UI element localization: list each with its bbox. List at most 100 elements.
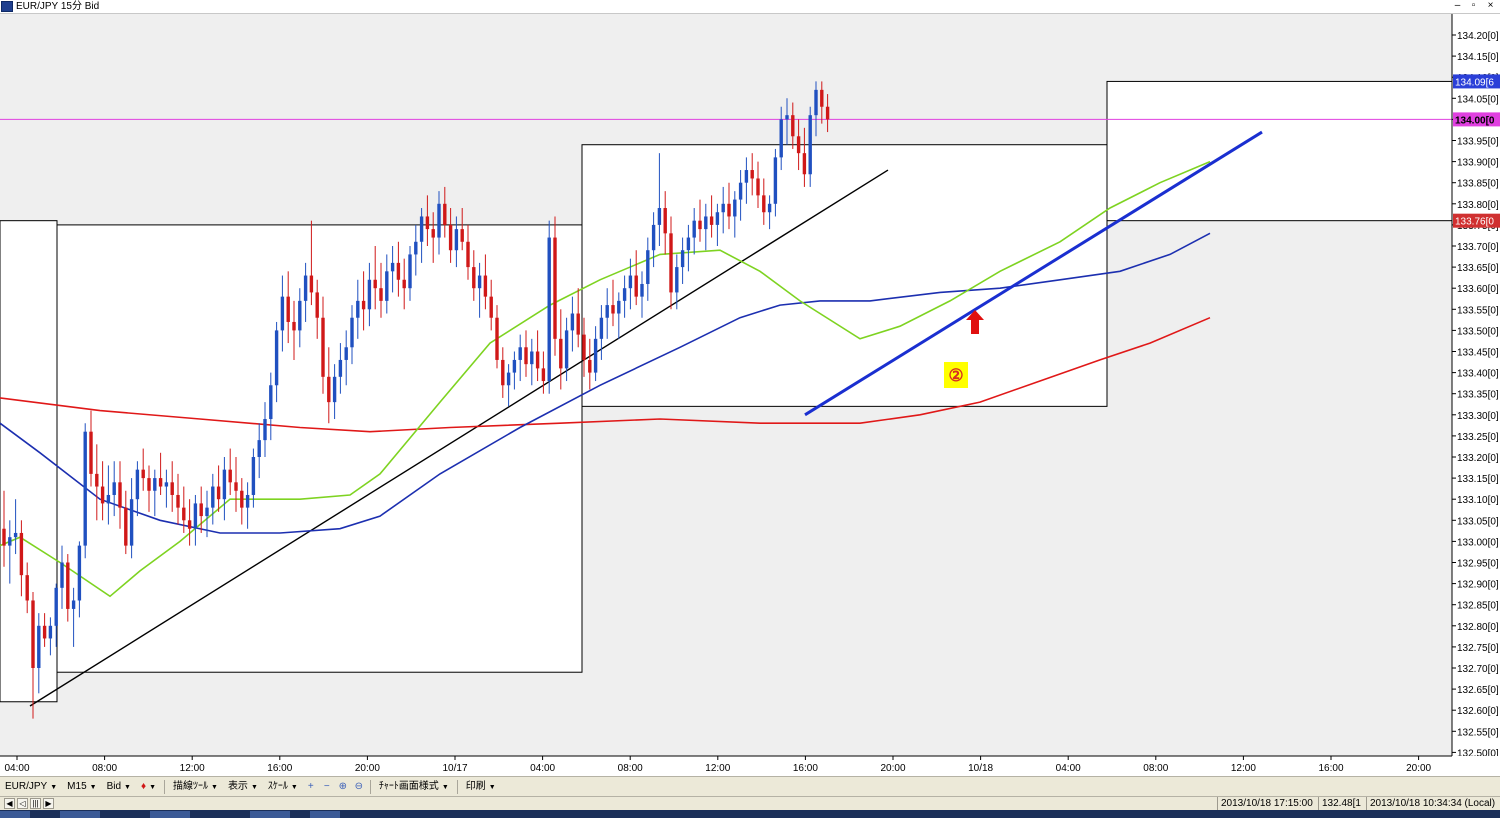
candle-body	[489, 296, 493, 318]
y-tick-label: 133.80[0]	[1457, 200, 1499, 211]
candle-body	[106, 494, 111, 504]
y-tick-label: 134.15[0]	[1457, 52, 1499, 63]
candle-body	[390, 262, 395, 272]
candle-body	[501, 359, 505, 386]
timeframe-dropdown[interactable]: M15 ▼	[62, 779, 101, 795]
ma-slow-line	[0, 316, 1211, 433]
candle-body	[617, 300, 621, 314]
close-icon[interactable]: ×	[1487, 0, 1494, 11]
candle-body	[48, 625, 53, 639]
zoom-in-horizontal-icon[interactable]: +	[307, 780, 314, 792]
candle-body	[129, 499, 134, 546]
candle-body	[588, 359, 592, 373]
candle-body	[344, 347, 348, 360]
scroll-next-icon[interactable]: ▶	[43, 798, 54, 809]
x-tick-label: 08:00	[92, 763, 117, 774]
price-chart[interactable]: ②134.20[0]134.15[0]134.10[0]134.05[0]134…	[0, 14, 1500, 776]
taskbar-item[interactable]	[150, 811, 190, 818]
indicator-dropdown[interactable]: ♦ ▼	[136, 779, 161, 795]
candle-body	[240, 490, 244, 508]
candle-body	[785, 115, 789, 120]
print-dropdown[interactable]: 印刷 ▼	[461, 779, 501, 795]
candle-body	[524, 347, 528, 365]
candle-body	[825, 106, 830, 120]
range-box	[0, 220, 58, 703]
scroll-thumb-icon[interactable]: |||	[30, 798, 41, 809]
candle-body	[414, 241, 418, 255]
candle-body	[750, 170, 754, 179]
cursor-time: 2013/10/18 17:15:00	[1217, 797, 1316, 810]
candle-body	[663, 208, 667, 234]
x-tick-label: 10/17	[442, 763, 467, 774]
scale-label: ｽｹｰﾙ	[267, 780, 288, 792]
view-dropdown[interactable]: 表示 ▼	[223, 779, 263, 795]
x-tick-label: 04:00	[530, 763, 555, 774]
y-tick-label: 132.85[0]	[1457, 601, 1499, 612]
candle-body	[692, 220, 696, 238]
candle-body	[564, 330, 569, 369]
scroll-first-icon[interactable]: ◀	[4, 798, 15, 809]
zoom-out-vertical-icon[interactable]: ⊖	[354, 780, 363, 792]
candle-body	[211, 486, 215, 508]
zoom-out-horizontal-icon[interactable]: −	[323, 780, 330, 792]
candle-body	[593, 338, 598, 373]
candle-body	[628, 275, 633, 289]
scroll-prev-icon[interactable]: ◁	[17, 798, 28, 809]
restore-icon[interactable]: ▫	[1471, 0, 1476, 11]
minimize-icon[interactable]: –	[1454, 0, 1461, 11]
taskbar-item[interactable]	[60, 811, 100, 818]
candle-body	[634, 275, 638, 297]
candle-body	[733, 199, 737, 217]
chevron-down-icon: ▼	[250, 783, 258, 791]
candle-body	[373, 279, 377, 289]
taskbar-item[interactable]	[250, 811, 290, 818]
candle-body	[437, 203, 441, 238]
x-tick-label: 10/18	[968, 763, 993, 774]
x-tick-label: 08:00	[1143, 763, 1168, 774]
price-type-label: Bid	[106, 780, 122, 792]
scale-dropdown[interactable]: ｽｹｰﾙ ▼	[263, 779, 303, 795]
y-tick-label: 132.75[0]	[1457, 643, 1499, 654]
candle-body	[448, 224, 453, 251]
candle-body	[791, 115, 795, 137]
candle-body	[37, 625, 41, 668]
x-tick-label: 20:00	[1406, 763, 1431, 774]
annotation-badge	[944, 362, 968, 388]
indicator-icon: ♦	[140, 780, 147, 792]
price-type-dropdown[interactable]: Bid ▼	[102, 779, 136, 795]
candle-body	[506, 372, 511, 386]
candle-body	[402, 279, 406, 289]
candle-body	[13, 532, 18, 538]
taskbar-item[interactable]	[310, 811, 340, 818]
draw-tools-dropdown[interactable]: 描線ﾂｰﾙ ▼	[168, 779, 223, 795]
start-button[interactable]	[0, 811, 30, 818]
candle-body	[228, 469, 232, 483]
y-tick-label: 133.40[0]	[1457, 369, 1499, 380]
y-tick-label: 133.85[0]	[1457, 179, 1499, 190]
candle-body	[205, 507, 209, 517]
y-tick-label: 134.05[0]	[1457, 94, 1499, 105]
candle-body	[814, 89, 818, 116]
range-box	[1106, 80, 1453, 222]
candle-body	[582, 334, 586, 360]
y-tick-label: 133.25[0]	[1457, 432, 1499, 443]
candle-body	[135, 469, 140, 500]
candle-body	[767, 203, 772, 213]
candle-body	[216, 486, 221, 500]
chart-toolbar: EUR/JPY ▼ M15 ▼ Bid ▼ ♦ ▼ 描線ﾂｰﾙ ▼ 表示 ▼ ｽｹｰﾙ ▼ +…	[0, 776, 1500, 796]
candle-body	[193, 503, 198, 529]
candle-body	[89, 431, 93, 474]
candle-body	[222, 469, 227, 500]
y-tick-label: 133.00[0]	[1457, 537, 1499, 548]
y-tick-label: 132.95[0]	[1457, 559, 1499, 570]
symbol-dropdown[interactable]: EUR/JPY ▼	[0, 779, 62, 795]
status-bar: ◀ ◁ ||| ▶ 2013/10/18 17:15:00 132.48[1 2…	[0, 796, 1500, 810]
zoom-in-vertical-icon[interactable]: ⊕	[338, 780, 347, 792]
arrow-up-icon	[966, 310, 984, 334]
candle-body	[535, 351, 540, 369]
candle-body	[622, 288, 627, 301]
x-tick-label: 16:00	[793, 763, 818, 774]
ma-fast-line	[0, 160, 1211, 598]
candle-body	[170, 482, 174, 495]
chart-format-dropdown[interactable]: ﾁｬｰﾄ画面様式 ▼	[374, 779, 454, 795]
